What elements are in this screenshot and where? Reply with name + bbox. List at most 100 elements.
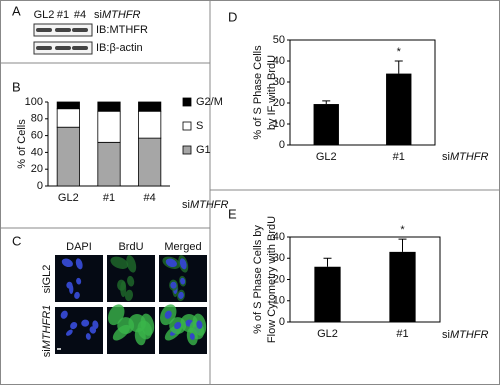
bar-segment (97, 110, 121, 143)
panel-label: E (228, 206, 237, 221)
bar (314, 266, 341, 322)
y-axis-label: % of S Phase Cells (252, 45, 264, 140)
x-axis-label-part: MTHFR (450, 329, 489, 341)
plot-frame (289, 39, 436, 146)
nucleus (76, 277, 82, 285)
x-axis-label-part: si (182, 199, 190, 211)
column-label: BrdU (118, 241, 143, 253)
column-label: DAPI (66, 241, 92, 253)
lane-group-label-part: MTHFR (102, 9, 141, 21)
y-tick-label: 80 (31, 113, 43, 125)
row-label-part: si (41, 349, 53, 357)
y-tick-label: 40 (31, 146, 43, 158)
nucleus (70, 322, 78, 330)
row-label: siGL2 (41, 265, 53, 294)
nucleus (66, 281, 73, 289)
error-bar (394, 60, 403, 74)
nucleus (164, 310, 172, 319)
nucleus (81, 319, 90, 327)
y-axis-label: % of S Phase Cells by (252, 225, 264, 334)
y-tick-label: 30 (273, 76, 285, 88)
x-axis-label: siMTHFR (442, 329, 488, 341)
nucleus (60, 310, 68, 319)
legend-label: G1 (196, 144, 211, 156)
x-axis-label-part: MTHFR (450, 151, 489, 163)
bar (386, 73, 412, 145)
nucleus (92, 320, 99, 329)
lane-label: #4 (74, 9, 86, 21)
legend-swatch (182, 145, 192, 155)
nucleus (65, 329, 73, 336)
nucleus (75, 258, 83, 270)
y-tick-label: 20 (273, 97, 285, 109)
legend-swatch (182, 97, 192, 107)
significance-mark: * (397, 46, 402, 58)
y-tick-label: 20 (273, 273, 285, 285)
x-axis-label-part: MTHFR (190, 199, 229, 211)
panel-label: D (228, 9, 237, 24)
bar (389, 251, 416, 322)
y-tick-label: 0 (279, 316, 285, 328)
bar-segment (56, 126, 80, 187)
band (36, 28, 52, 32)
y-tick-label: 40 (273, 231, 285, 243)
nucleus (196, 320, 203, 329)
bar (313, 104, 339, 145)
y-tick-label: 50 (273, 34, 285, 46)
nucleus (178, 291, 184, 299)
y-tick-label: 20 (31, 163, 43, 175)
error-bar (322, 100, 331, 105)
nucleus (180, 277, 186, 285)
legend-swatch (182, 121, 192, 131)
error-bar (398, 238, 407, 252)
x-axis-label-part: si (442, 151, 450, 163)
row-label: siMTHFR1 (41, 305, 53, 358)
legend-label: S (196, 120, 203, 132)
y-tick-label: 0 (279, 139, 285, 151)
band-label: IB:MTHFR (96, 24, 148, 36)
lane-group-label-part: si (94, 9, 102, 21)
band (55, 46, 71, 50)
bar-segment (138, 137, 162, 187)
band (72, 28, 88, 32)
legend-label: G2/M (196, 96, 223, 108)
row-label-part: siGL2 (41, 265, 53, 294)
band (72, 46, 88, 50)
nucleus (165, 258, 177, 268)
panel-label: B (12, 79, 21, 94)
nucleus (189, 333, 195, 340)
bar-segment (138, 110, 162, 139)
x-tick-label: GL2 (316, 151, 337, 163)
nucleus (179, 258, 187, 270)
cell-body (134, 327, 146, 346)
bar-segment (97, 101, 121, 112)
cell-body (110, 256, 129, 269)
band (36, 46, 52, 50)
x-tick-label: #1 (393, 151, 405, 163)
x-tick-label: GL2 (58, 192, 79, 204)
y-tick-label: 60 (31, 130, 43, 142)
cell-body (140, 313, 155, 336)
x-axis-label: siMTHFR (182, 199, 228, 211)
nucleus (85, 333, 91, 340)
cell-body (127, 275, 135, 287)
lane-label: #1 (57, 9, 69, 21)
band-label: IB:β-actin (96, 42, 143, 54)
y-tick-label: 30 (273, 252, 285, 264)
y-axis-label: Flow Cytometry with BrdU (266, 216, 278, 343)
panel-label: A (12, 3, 21, 18)
y-tick-label: 10 (273, 118, 285, 130)
y-axis-label: by IF with BrdU (266, 55, 278, 130)
x-tick-label: GL2 (317, 328, 338, 340)
panel-label: C (12, 233, 21, 248)
nucleus (170, 281, 177, 289)
nucleus (174, 322, 182, 330)
y-axis-label: % of Cells (16, 119, 28, 169)
y-tick-label: 10 (273, 295, 285, 307)
bar-segment (97, 141, 121, 187)
cell-body (126, 255, 137, 273)
bar-segment (56, 101, 80, 110)
cell-body (117, 317, 135, 335)
y-tick-label: 0 (37, 180, 43, 192)
plot-frame (289, 236, 441, 323)
